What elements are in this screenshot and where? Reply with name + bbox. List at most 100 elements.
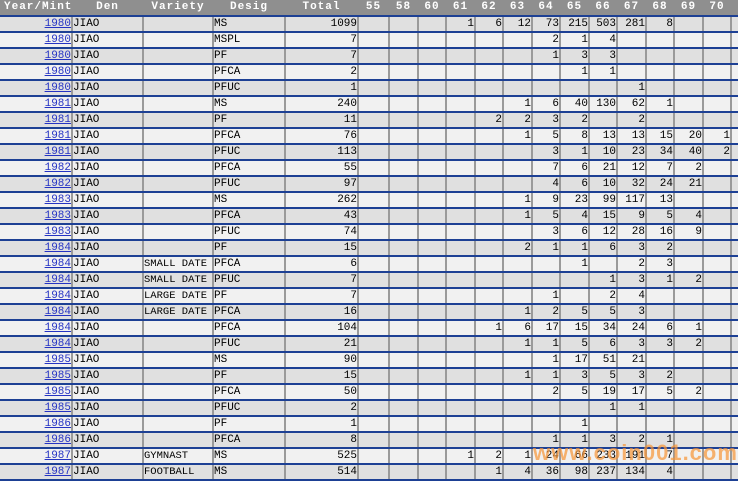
grade-cell-60 bbox=[418, 448, 447, 465]
table-row: 1984 JIAO PFUC 21 1 1 5 6 3 3 2 bbox=[0, 336, 738, 353]
grade-cell-63: 1 bbox=[503, 128, 533, 145]
grade-cell-60 bbox=[418, 240, 447, 257]
grade-cell-66 bbox=[589, 80, 618, 97]
total-cell: 11 bbox=[285, 112, 359, 129]
grade-cell-61 bbox=[446, 304, 476, 321]
table-row: 1981 JIAO PF 11 2 2 3 2 2 bbox=[0, 112, 738, 129]
grade-cell-66: 12 bbox=[589, 224, 618, 241]
grade-cell-69 bbox=[674, 432, 704, 449]
grade-cell-66: 3 bbox=[589, 48, 618, 65]
grade-cell-70 bbox=[703, 256, 732, 273]
grade-cell-63 bbox=[503, 144, 533, 161]
grade-cell-65: 3 bbox=[560, 368, 590, 385]
filler-cell bbox=[731, 192, 738, 209]
grade-cell-60 bbox=[418, 144, 447, 161]
filler-cell bbox=[731, 144, 738, 161]
filler-cell bbox=[731, 448, 738, 465]
grade-cell-69: 2 bbox=[674, 384, 704, 401]
year-link[interactable]: 1985 bbox=[44, 385, 71, 398]
grade-cell-60 bbox=[418, 272, 447, 289]
grade-cell-67: 4 bbox=[617, 288, 647, 305]
grade-cell-55 bbox=[358, 368, 390, 385]
year-link[interactable]: 1984 bbox=[44, 321, 71, 334]
year-link[interactable]: 1987 bbox=[44, 449, 71, 462]
year-link[interactable]: 1984 bbox=[44, 257, 71, 270]
grade-cell-66: 15 bbox=[589, 208, 618, 225]
year-link[interactable]: 1982 bbox=[44, 161, 71, 174]
year-link[interactable]: 1981 bbox=[44, 129, 71, 142]
year-mint-cell: 1983 bbox=[0, 208, 73, 225]
grade-cell-55 bbox=[358, 64, 390, 81]
grade-cell-65: 6 bbox=[560, 160, 590, 177]
grade-cell-55 bbox=[358, 80, 390, 97]
year-link[interactable]: 1980 bbox=[44, 17, 71, 30]
year-mint-cell: 1984 bbox=[0, 256, 73, 273]
grade-cell-63 bbox=[503, 288, 533, 305]
year-link[interactable]: 1980 bbox=[44, 81, 71, 94]
total-cell: 2 bbox=[285, 400, 359, 417]
grade-cell-61 bbox=[446, 160, 476, 177]
table-row: 1984 JIAO LARGE DATE PF 7 1 2 4 bbox=[0, 288, 738, 305]
year-link[interactable]: 1980 bbox=[44, 65, 71, 78]
year-link[interactable]: 1985 bbox=[44, 401, 71, 414]
year-link[interactable]: 1986 bbox=[44, 433, 71, 446]
year-mint-cell: 1984 bbox=[0, 336, 73, 353]
grade-cell-66: 503 bbox=[589, 16, 618, 33]
grade-cell-70 bbox=[703, 400, 732, 417]
grade-cell-69 bbox=[674, 16, 704, 33]
year-link[interactable]: 1981 bbox=[44, 145, 71, 158]
den-cell: JIAO bbox=[72, 48, 144, 65]
total-cell: 74 bbox=[285, 224, 359, 241]
grade-cell-63: 1 bbox=[503, 208, 533, 225]
year-link[interactable]: 1982 bbox=[44, 177, 71, 190]
filler-cell bbox=[731, 96, 738, 113]
year-link[interactable]: 1981 bbox=[44, 113, 71, 126]
table-row: 1985 JIAO MS 90 1 17 51 21 bbox=[0, 352, 738, 369]
header-row: Year/Mint Den Variety Desig Total 55 58 60 61 62 6… bbox=[0, 0, 738, 17]
grade-cell-68: 8 bbox=[646, 16, 675, 33]
grade-cell-69: 2 bbox=[674, 336, 704, 353]
den-cell: JIAO bbox=[72, 224, 144, 241]
grade-cell-67: 191 bbox=[617, 448, 647, 465]
grade-cell-55 bbox=[358, 288, 390, 305]
year-link[interactable]: 1985 bbox=[44, 369, 71, 382]
grade-cell-65: 98 bbox=[560, 464, 590, 481]
year-link[interactable]: 1983 bbox=[44, 209, 71, 222]
year-link[interactable]: 1984 bbox=[44, 241, 71, 254]
grade-cell-70 bbox=[703, 96, 732, 113]
year-link[interactable]: 1983 bbox=[44, 225, 71, 238]
year-link[interactable]: 1980 bbox=[44, 49, 71, 62]
variety-cell: GYMNAST bbox=[143, 448, 214, 465]
grade-cell-69 bbox=[674, 448, 704, 465]
grade-cell-62 bbox=[475, 416, 504, 433]
grade-cell-55 bbox=[358, 304, 390, 321]
grade-cell-62 bbox=[475, 128, 504, 145]
grade-cell-67: 13 bbox=[617, 128, 647, 145]
year-link[interactable]: 1987 bbox=[44, 465, 71, 478]
desig-cell: PFUC bbox=[213, 176, 286, 193]
year-link[interactable]: 1984 bbox=[44, 273, 71, 286]
table-row: 1983 JIAO PFUC 74 3 6 12 28 16 9 bbox=[0, 224, 738, 241]
desig-cell: PF bbox=[213, 416, 286, 433]
grade-cell-66: 10 bbox=[589, 144, 618, 161]
grade-cell-63: 12 bbox=[503, 16, 533, 33]
grade-cell-65: 4 bbox=[560, 208, 590, 225]
year-link[interactable]: 1984 bbox=[44, 337, 71, 350]
year-link[interactable]: 1985 bbox=[44, 353, 71, 366]
year-link[interactable]: 1980 bbox=[44, 33, 71, 46]
den-cell: JIAO bbox=[72, 368, 144, 385]
grade-cell-58 bbox=[389, 16, 419, 33]
year-link[interactable]: 1986 bbox=[44, 417, 71, 430]
grade-cell-64 bbox=[532, 64, 561, 81]
year-link[interactable]: 1984 bbox=[44, 289, 71, 302]
year-link[interactable]: 1983 bbox=[44, 193, 71, 206]
den-cell: JIAO bbox=[72, 32, 144, 49]
year-link[interactable]: 1981 bbox=[44, 97, 71, 110]
table-row: 1980 JIAO PFUC 1 1 bbox=[0, 80, 738, 97]
grade-cell-58 bbox=[389, 112, 419, 129]
grade-cell-67: 62 bbox=[617, 96, 647, 113]
year-link[interactable]: 1984 bbox=[44, 305, 71, 318]
variety-cell: FOOTBALL bbox=[143, 464, 214, 481]
grade-cell-64: 3 bbox=[532, 112, 561, 129]
grade-cell-65: 5 bbox=[560, 384, 590, 401]
